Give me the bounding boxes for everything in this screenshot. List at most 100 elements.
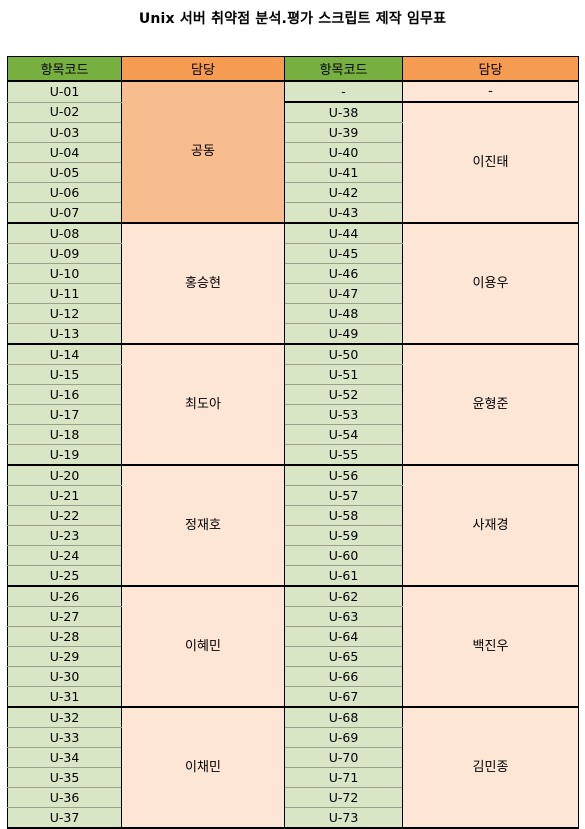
right-code-cell: U-67: [284, 686, 403, 708]
left-code-cell: U-35: [7, 767, 122, 788]
table-row: U-03 U-39: [7, 122, 579, 143]
table-row: U-35 U-71: [7, 767, 579, 788]
left-code-cell: U-24: [7, 545, 122, 566]
right-code-cell: U-45: [284, 243, 403, 264]
right-owner-cell: 사재경: [402, 464, 579, 587]
right-owner-cell: 김민종: [402, 706, 579, 829]
left-code-cell: U-14: [7, 343, 122, 365]
right-code-cell: U-69: [284, 727, 403, 748]
table-row: U-09 U-45: [7, 243, 579, 264]
left-owner-cell: 홍승현: [121, 222, 285, 345]
left-code-cell: U-34: [7, 747, 122, 768]
left-code-cell: U-23: [7, 525, 122, 546]
right-code-cell: U-52: [284, 384, 403, 405]
table-row: U-12 U-48: [7, 303, 579, 324]
left-code-cell: U-13: [7, 323, 122, 345]
table-row: U-34 U-70: [7, 747, 579, 768]
table-row: U-32 이채민 U-68 김민종: [7, 706, 579, 829]
left-code-cell: U-26: [7, 585, 122, 607]
table-row: U-30 U-66: [7, 666, 579, 687]
left-code-cell: U-19: [7, 444, 122, 466]
table-row: U-18 U-54: [7, 424, 579, 445]
right-code-cell: U-46: [284, 263, 403, 284]
left-code-cell: U-21: [7, 485, 122, 506]
right-code-cell: U-51: [284, 364, 403, 385]
left-code-cell: U-11: [7, 283, 122, 304]
left-code-cell: U-36: [7, 787, 122, 808]
assignment-table: 항목코드 담당 항목코드 담당 U-01 공동 - - U-02 U-38 이진태 U-03 U…: [7, 56, 579, 829]
table-row: U-02 U-38 이진태: [7, 101, 579, 224]
left-code-cell: U-31: [7, 686, 122, 708]
table-row: U-27 U-63: [7, 606, 579, 627]
right-code-cell: U-53: [284, 404, 403, 425]
left-code-cell: U-01: [7, 80, 122, 103]
right-code-cell: U-68: [284, 706, 403, 728]
left-code-cell: U-08: [7, 222, 122, 244]
left-code-cell: U-06: [7, 182, 122, 203]
right-code-cell: U-54: [284, 424, 403, 445]
table-row: U-01 공동 - -: [7, 80, 579, 224]
table-row: U-21 U-57: [7, 485, 579, 506]
right-code-cell: U-63: [284, 606, 403, 627]
right-code-cell: U-64: [284, 626, 403, 647]
right-owner-header: 담당: [402, 56, 579, 82]
left-code-cell: U-15: [7, 364, 122, 385]
table-row: U-05 U-41: [7, 162, 579, 183]
right-code-cell: U-38: [284, 101, 403, 123]
right-code-cell: U-73: [284, 807, 403, 829]
left-code-cell: U-10: [7, 263, 122, 284]
right-code-cell: U-42: [284, 182, 403, 203]
table-row: U-23 U-59: [7, 525, 579, 546]
right-owner-cell: -: [402, 80, 579, 103]
left-code-cell: U-02: [7, 101, 122, 123]
left-code-cell: U-22: [7, 505, 122, 526]
right-code-cell: U-61: [284, 565, 403, 587]
right-code-cell: U-59: [284, 525, 403, 546]
left-owner-cell: 이혜민: [121, 585, 285, 708]
left-code-cell: U-30: [7, 666, 122, 687]
table-row: U-37 U-73: [7, 807, 579, 829]
table-row: U-04 U-40: [7, 142, 579, 163]
table-row: U-20 정재호 U-56 사재경: [7, 464, 579, 587]
right-code-cell: U-49: [284, 323, 403, 345]
left-code-cell: U-27: [7, 606, 122, 627]
table-body: U-01 공동 - - U-02 U-38 이진태 U-03 U-39 U-04 U-40 U-05 U…: [7, 80, 579, 829]
right-owner-cell: 이용우: [402, 222, 579, 345]
left-code-cell: U-32: [7, 706, 122, 728]
right-code-cell: U-60: [284, 545, 403, 566]
right-code-cell: U-47: [284, 283, 403, 304]
left-code-cell: U-29: [7, 646, 122, 667]
right-code-cell: U-71: [284, 767, 403, 788]
right-code-cell: U-66: [284, 666, 403, 687]
right-code-cell: U-39: [284, 122, 403, 143]
left-code-cell: U-12: [7, 303, 122, 324]
right-owner-cell: 이진태: [402, 101, 579, 224]
right-code-cell: U-48: [284, 303, 403, 324]
right-code-cell: U-41: [284, 162, 403, 183]
left-code-cell: U-05: [7, 162, 122, 183]
left-owner-cell: 정재호: [121, 464, 285, 587]
right-code-cell: U-56: [284, 464, 403, 486]
table-row: U-31 U-67: [7, 686, 579, 708]
right-code-header: 항목코드: [284, 56, 403, 82]
right-code-cell: U-43: [284, 202, 403, 224]
left-code-cell: U-09: [7, 243, 122, 264]
right-code-cell: U-55: [284, 444, 403, 466]
right-code-cell: U-44: [284, 222, 403, 244]
left-code-cell: U-17: [7, 404, 122, 425]
right-code-cell: U-58: [284, 505, 403, 526]
header-row: 항목코드 담당 항목코드 담당: [7, 56, 579, 82]
right-code-cell: U-40: [284, 142, 403, 163]
left-owner-header: 담당: [121, 56, 285, 82]
right-code-cell: U-65: [284, 646, 403, 667]
table-row: U-14 최도아 U-50 윤형준: [7, 343, 579, 466]
right-code-cell: U-62: [284, 585, 403, 607]
table-row: U-36 U-72: [7, 787, 579, 808]
right-code-cell: U-57: [284, 485, 403, 506]
right-code-cell: -: [284, 80, 403, 103]
left-owner-cell: 공동: [121, 80, 285, 224]
page-title: Unix 서버 취약점 분석.평가 스크립트 제작 임무표: [138, 11, 447, 27]
left-code-cell: U-37: [7, 807, 122, 829]
left-code-cell: U-28: [7, 626, 122, 647]
table-row: U-13 U-49: [7, 323, 579, 345]
